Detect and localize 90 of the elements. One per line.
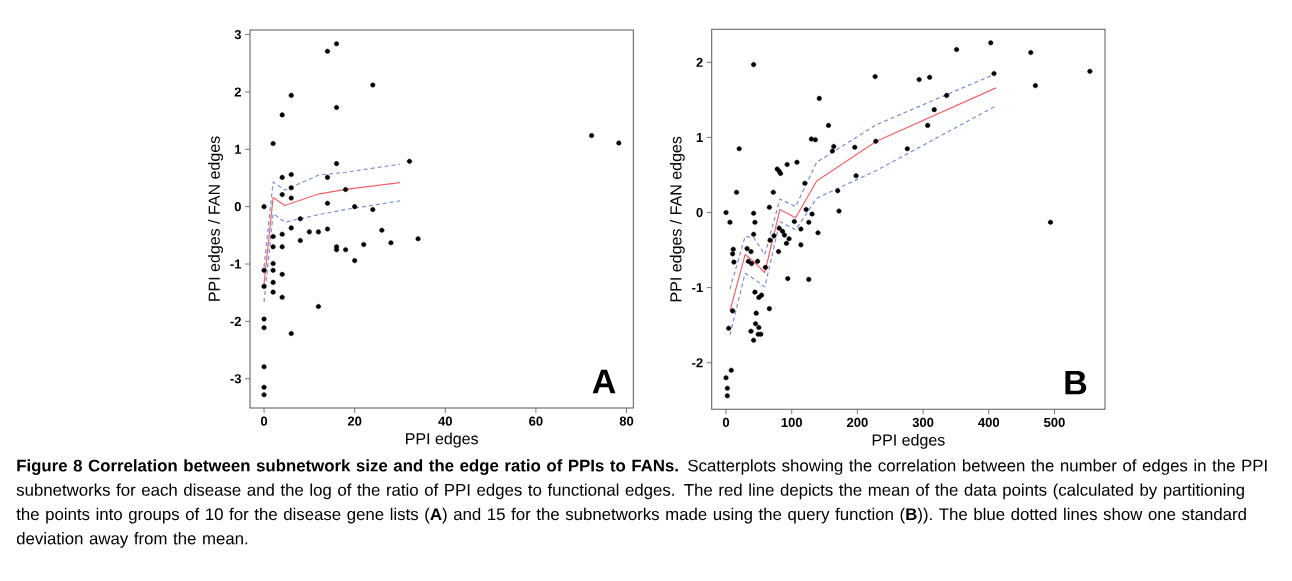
point xyxy=(279,294,285,300)
point xyxy=(279,112,285,118)
point xyxy=(288,92,294,98)
point xyxy=(270,279,276,285)
x-axis-title: PPI edges xyxy=(872,433,945,449)
y-tick-label: 1 xyxy=(235,144,242,154)
point xyxy=(288,172,294,178)
x-tick-label: 200 xyxy=(847,417,868,428)
point xyxy=(288,330,294,336)
point xyxy=(270,244,276,250)
point xyxy=(261,267,267,273)
y-tick-label: -1 xyxy=(230,259,242,269)
point xyxy=(379,227,385,233)
x-tick-label: 60 xyxy=(529,416,543,426)
text: subnetworks for each disease and the log of the ratio of PPI edges to functional edges. The red line depicts the mean of the data points (calculated by partitioning xyxy=(16,483,1244,500)
x-tick-label: 0 xyxy=(260,416,268,426)
point xyxy=(315,303,321,309)
point xyxy=(334,161,340,167)
x-tick-label: 20 xyxy=(347,416,362,426)
line-series xyxy=(729,105,997,336)
annotation: A xyxy=(592,369,616,394)
point xyxy=(297,238,303,244)
x-tick-label: 40 xyxy=(438,416,452,426)
point xyxy=(279,271,285,277)
point xyxy=(324,226,330,232)
point xyxy=(279,192,285,198)
y-tick-label: 3 xyxy=(234,29,241,40)
text: the points into groups of 10 for the disease gene lists (A) and 15 for the subnetworks made using the query function (B)). The blue dotted lines show one standard xyxy=(16,507,1246,524)
x-tick-label: 80 xyxy=(619,416,634,426)
point xyxy=(343,186,349,192)
point xyxy=(279,244,285,250)
point xyxy=(261,316,267,322)
point xyxy=(343,247,349,253)
text: deviation away from the mean. xyxy=(16,532,248,548)
y-tick-label: 0 xyxy=(234,202,241,212)
point xyxy=(270,141,276,147)
point xyxy=(324,174,330,180)
text: Scatterplots showing the correlation between the number of edges in the PPI xyxy=(688,459,1267,475)
point xyxy=(334,41,340,47)
line-series xyxy=(263,200,401,303)
y-tick-label: 0 xyxy=(696,207,703,218)
point xyxy=(306,229,312,235)
y-tick-label: -2 xyxy=(692,358,703,368)
line-series xyxy=(729,87,997,312)
point xyxy=(288,225,294,231)
caption: Figure 8 Correlation between subnetwork size and the edge ratio of PPIs to FANs. xyxy=(17,459,678,475)
point xyxy=(279,231,285,237)
point xyxy=(415,236,421,242)
point xyxy=(261,384,267,390)
x-tick-label: 300 xyxy=(912,417,934,428)
point xyxy=(270,233,276,239)
point xyxy=(270,267,276,273)
x-tick-label: 500 xyxy=(1044,417,1065,428)
point xyxy=(270,289,276,295)
point xyxy=(261,204,267,210)
point xyxy=(261,283,267,289)
x-tick-label: 100 xyxy=(781,417,803,428)
point xyxy=(261,392,267,398)
point xyxy=(279,174,285,180)
point xyxy=(324,48,330,54)
y-tick-label: -2 xyxy=(230,316,241,326)
x-tick-label: 400 xyxy=(978,417,1000,428)
point xyxy=(616,140,622,146)
y-tick-label: 1 xyxy=(696,132,703,142)
x-tick-label: 0 xyxy=(722,417,730,428)
y-tick-label: 2 xyxy=(234,87,241,97)
point xyxy=(361,242,367,248)
point xyxy=(261,364,267,370)
y-axis-title: PPI edges / FAN edges xyxy=(669,136,685,302)
point xyxy=(288,185,294,191)
y-tick-label: -1 xyxy=(692,283,703,293)
point xyxy=(589,133,595,139)
annotation: B xyxy=(1065,370,1087,395)
y-tick-label: 2 xyxy=(696,57,703,67)
point xyxy=(406,158,412,164)
point xyxy=(261,325,267,331)
point xyxy=(288,195,294,201)
point xyxy=(297,216,303,222)
point xyxy=(315,229,321,235)
point xyxy=(370,207,376,213)
point xyxy=(334,104,340,110)
x-axis-title: PPI edges xyxy=(406,432,478,448)
point xyxy=(352,204,358,210)
y-tick-label: -3 xyxy=(230,374,241,384)
point xyxy=(370,82,376,88)
point xyxy=(324,200,330,206)
point xyxy=(270,260,276,266)
point xyxy=(352,258,358,264)
point xyxy=(388,240,394,246)
y-axis-title: PPI edges / FAN edges xyxy=(208,136,224,301)
